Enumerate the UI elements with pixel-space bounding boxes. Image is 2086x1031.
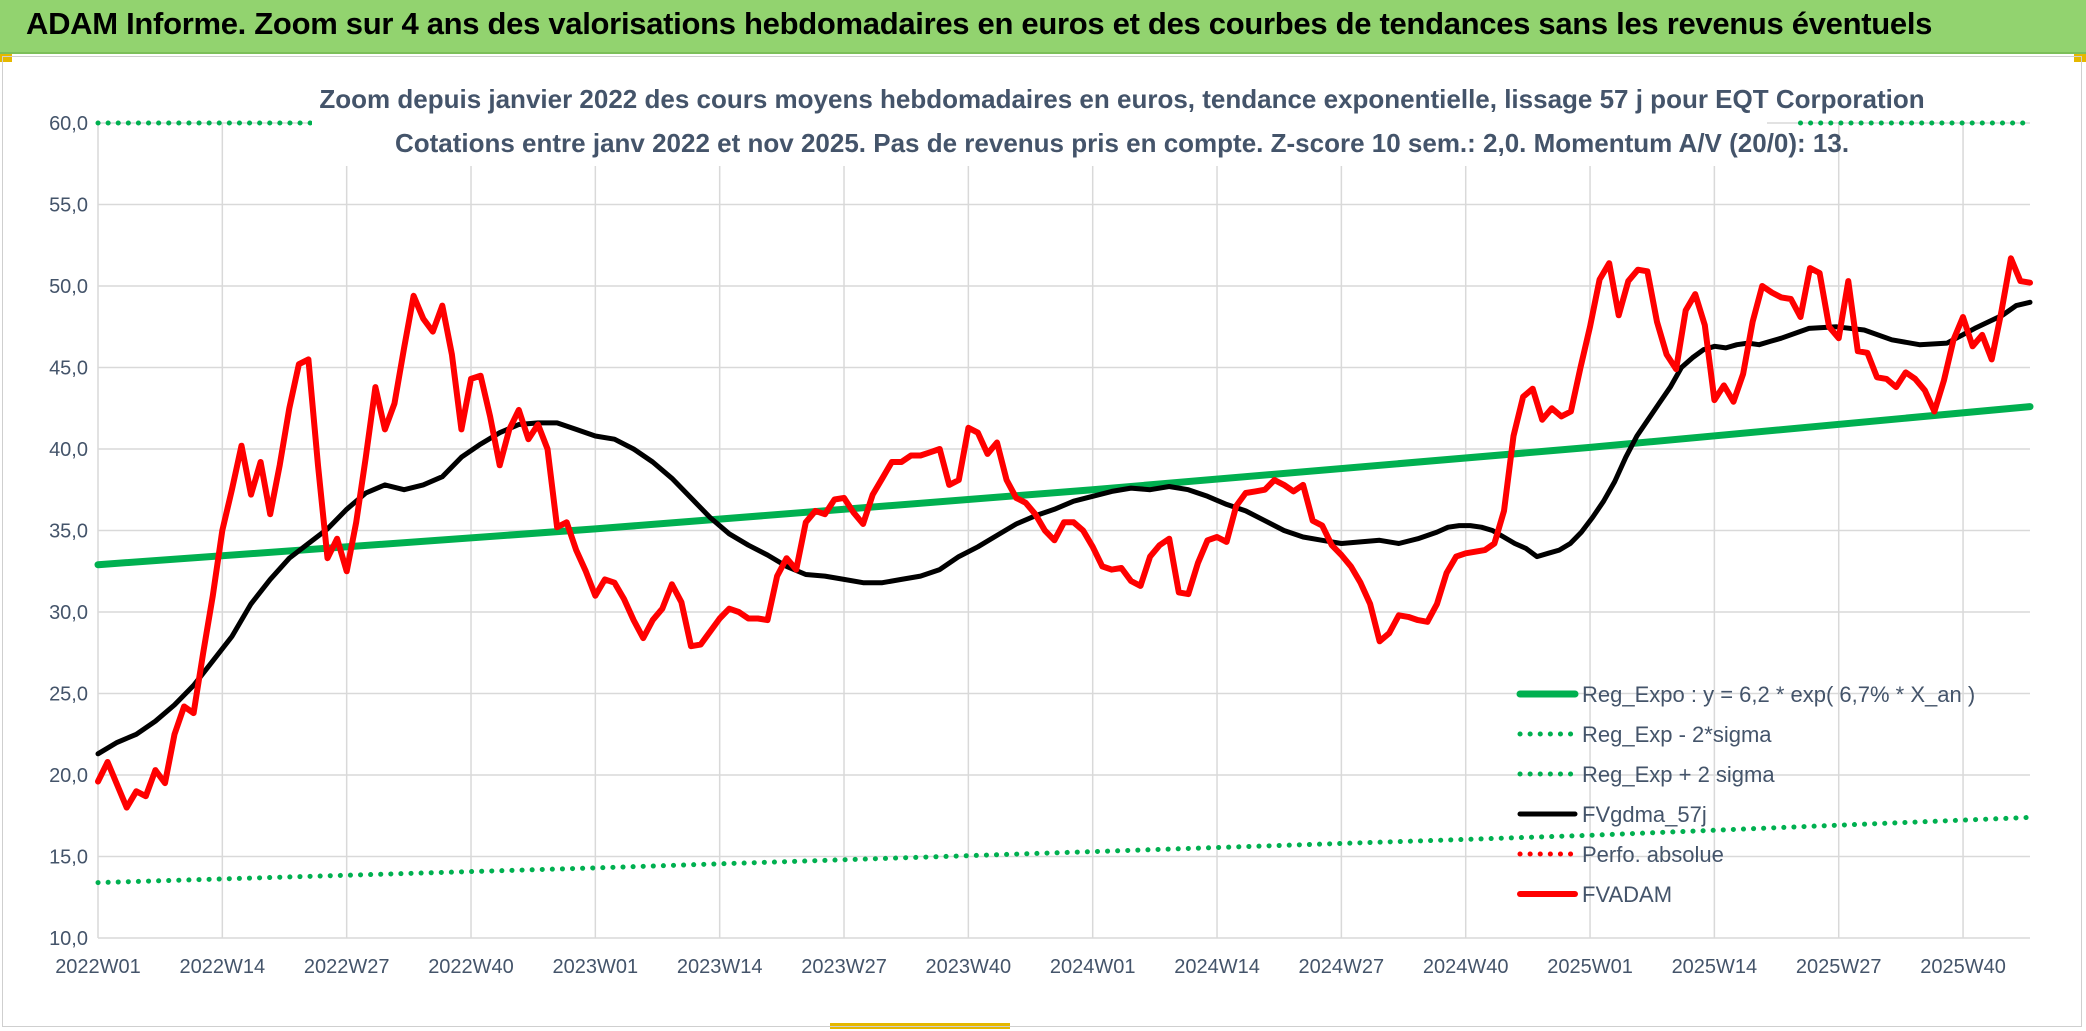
x-axis-ticks: 2022W01 2022W14 2022W27 2022W40 2023W01 2023W…: [55, 956, 2006, 978]
x-tick-label: 2025W01: [1547, 956, 1633, 978]
x-tick-label: 2024W01: [1050, 956, 1136, 978]
legend-label-reg-exp-2-sigma: Reg_Exp - 2*sigma: [1582, 722, 1772, 747]
x-tick-label: 2024W40: [1423, 956, 1509, 978]
y-tick-label: 15,0: [49, 847, 88, 869]
legend-label-reg-exp-2-sigma: Reg_Exp + 2 sigma: [1582, 762, 1775, 787]
chart-title: Zoom depuis janvier 2022 des cours moyen…: [319, 84, 1924, 114]
y-tick-label: 10,0: [49, 928, 88, 950]
y-tick-label: 60,0: [49, 113, 88, 135]
y-tick-label: 55,0: [49, 195, 88, 217]
chart-series: [94, 120, 2034, 886]
y-tick-label: 25,0: [49, 684, 88, 706]
report-header: ADAM Informe. Zoom sur 4 ans des valoris…: [0, 0, 2086, 54]
x-tick-label: 2023W14: [677, 956, 763, 978]
chart-grid: [97, 122, 2030, 939]
chart-legend: Reg_Expo : y = 6,2 * exp( 6,7% * X_an ) R…: [1516, 682, 1975, 907]
x-tick-label: 2022W01: [55, 956, 141, 978]
frame-corner-marker-right: [2074, 54, 2086, 62]
y-tick-label: 40,0: [49, 439, 88, 461]
x-tick-label: 2023W01: [553, 956, 639, 978]
report-title: ADAM Informe. Zoom sur 4 ans des valoris…: [26, 6, 1933, 41]
x-tick-label: 2024W14: [1174, 956, 1260, 978]
y-tick-label: 35,0: [49, 521, 88, 543]
legend-label-reg-expo-y-6-2-exp-6-7-x-an: Reg_Expo : y = 6,2 * exp( 6,7% * X_an ): [1582, 682, 1975, 707]
x-tick-label: 2022W14: [180, 956, 266, 978]
y-tick-label: 30,0: [49, 602, 88, 624]
x-tick-label: 2022W40: [428, 956, 514, 978]
x-tick-label: 2022W27: [304, 956, 390, 978]
y-tick-label: 20,0: [49, 765, 88, 787]
x-tick-label: 2023W27: [801, 956, 887, 978]
legend-label-perfo-absolue: Perfo. absolue: [1582, 842, 1724, 867]
y-tick-label: 50,0: [49, 276, 88, 298]
x-tick-label: 2025W27: [1796, 956, 1882, 978]
series-fvgdma-57j-line: [95, 299, 2033, 757]
x-tick-label: 2025W40: [1920, 956, 2006, 978]
legend-label-fvadam: FVADAM: [1582, 882, 1672, 907]
x-tick-label: 2025W14: [1672, 956, 1758, 978]
series-fvadam-line: [95, 255, 2033, 811]
chart-subtitle: Cotations entre janv 2022 et nov 2025. P…: [395, 128, 1849, 158]
chart-title-background: [312, 82, 1767, 166]
x-tick-label: 2023W40: [926, 956, 1012, 978]
y-tick-label: 45,0: [49, 358, 88, 380]
series-reg-expo-y-6-2-exp-6-7-x-an-line: [94, 403, 2034, 569]
x-tick-label: 2024W27: [1299, 956, 1385, 978]
y-axis-ticks: 60,0 55,0 50,0 45,0 40,0 35,0 30,0 25,0 20,0 15,0…: [49, 113, 88, 950]
frame-corner-marker-left: [0, 54, 12, 62]
legend-label-fvgdma-57j: FVgdma_57j: [1582, 802, 1707, 827]
series-reg-exp-2-sigma-line: [95, 814, 2033, 886]
